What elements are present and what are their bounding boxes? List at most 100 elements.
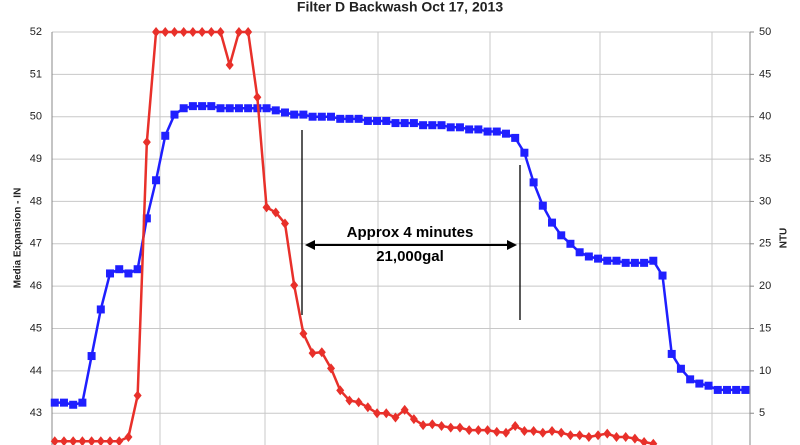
marker [280, 218, 289, 229]
marker [409, 119, 418, 128]
marker [327, 363, 336, 374]
marker [225, 60, 234, 71]
marker [198, 102, 207, 111]
marker [594, 430, 603, 441]
marker [345, 114, 354, 123]
marker [78, 436, 87, 445]
marker [400, 119, 409, 128]
marker [96, 305, 105, 314]
marker [612, 256, 621, 265]
marker [409, 414, 418, 425]
marker [336, 385, 345, 396]
marker [317, 347, 326, 358]
marker [538, 201, 547, 210]
marker [280, 108, 289, 117]
y2-tick-label: 45 [759, 68, 771, 80]
marker [225, 104, 234, 113]
marker [713, 385, 722, 394]
marker [142, 214, 151, 223]
marker [271, 207, 280, 218]
marker [234, 104, 243, 113]
marker [59, 436, 68, 445]
marker [96, 436, 105, 445]
annotation: Approx 4 minutes [347, 224, 474, 241]
chart-title: Filter D Backwash Oct 17, 2013 [297, 0, 503, 15]
marker [327, 112, 336, 121]
marker [603, 256, 612, 265]
marker [354, 397, 363, 408]
marker [695, 379, 704, 388]
marker [465, 425, 474, 436]
marker [124, 269, 133, 278]
marker [640, 437, 649, 445]
y-tick-label: 43 [30, 407, 42, 419]
marker [262, 202, 271, 213]
marker [428, 121, 437, 130]
marker [152, 176, 161, 185]
marker [382, 408, 391, 419]
marker [198, 27, 207, 37]
y2-tick-label: 35 [759, 153, 771, 165]
marker [584, 252, 593, 261]
y-axis-title: Media Expansion - IN [13, 188, 24, 289]
marker [59, 398, 68, 407]
marker [704, 381, 713, 390]
marker [391, 119, 400, 128]
y-tick-label: 46 [30, 280, 42, 292]
marker [317, 112, 326, 121]
marker [299, 328, 308, 339]
marker [207, 27, 216, 37]
marker [548, 218, 557, 227]
marker [188, 102, 197, 111]
marker [446, 123, 455, 132]
marker [520, 426, 529, 437]
marker [50, 398, 59, 407]
y2-tick-label: 50 [759, 26, 771, 38]
marker [621, 431, 630, 442]
marker [373, 408, 382, 419]
marker [557, 231, 566, 240]
marker [170, 110, 179, 119]
marker [363, 402, 372, 413]
marker [511, 133, 520, 142]
marker [271, 106, 280, 115]
annotation-lines [301, 130, 521, 320]
y2-tick-label: 10 [759, 365, 771, 377]
marker [106, 269, 115, 278]
marker [115, 265, 124, 274]
y2-tick-label: 5 [759, 407, 765, 419]
marker [465, 125, 474, 134]
marker [382, 116, 391, 125]
marker [400, 404, 409, 415]
marker [142, 137, 151, 148]
marker [492, 426, 501, 437]
marker [354, 114, 363, 123]
marker [363, 116, 372, 125]
y2-axis-title: NTU [779, 228, 790, 249]
marker [446, 422, 455, 433]
marker [557, 427, 566, 438]
marker [152, 27, 161, 37]
marker [419, 121, 428, 130]
marker [630, 258, 639, 267]
marker [511, 420, 520, 431]
marker [621, 258, 630, 267]
marker [244, 104, 253, 113]
marker [529, 426, 538, 437]
series-line [54, 104, 746, 407]
marker [290, 110, 299, 119]
marker [373, 116, 382, 125]
marker [216, 27, 225, 37]
marker [594, 254, 603, 263]
marker [216, 104, 225, 113]
marker [566, 430, 575, 441]
y-tick-label: 52 [30, 26, 42, 38]
arrow-head [507, 240, 517, 250]
marker [419, 420, 428, 431]
y-tick-label: 49 [30, 153, 42, 165]
y-tick-label: 50 [30, 111, 42, 123]
marker [69, 400, 78, 409]
marker [308, 112, 317, 121]
y2-tick-label: 25 [759, 238, 771, 250]
